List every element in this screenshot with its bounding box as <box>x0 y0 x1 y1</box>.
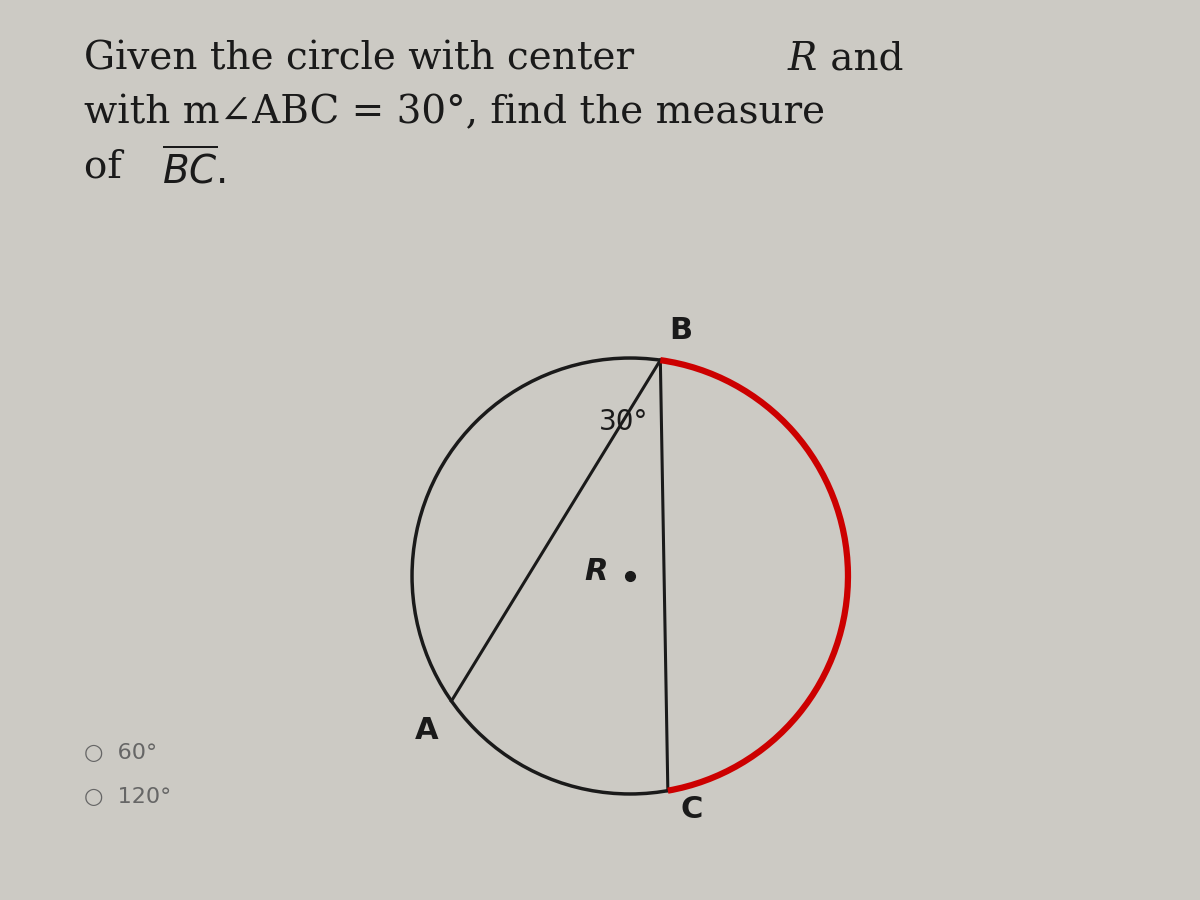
Text: Given the circle with center: Given the circle with center <box>84 40 647 77</box>
Text: C: C <box>680 795 703 824</box>
Text: ○  60°: ○ 60° <box>84 742 157 762</box>
Text: of: of <box>84 148 134 185</box>
Text: and: and <box>818 40 904 77</box>
Text: $\overline{\mathit{BC}}$.: $\overline{\mathit{BC}}$. <box>162 148 226 192</box>
Text: A: A <box>415 716 438 745</box>
Text: 30°: 30° <box>599 408 649 436</box>
Text: R: R <box>584 557 608 586</box>
Text: B: B <box>670 316 692 345</box>
Text: R: R <box>787 40 816 77</box>
Text: with m∠ABC = 30°, find the measure: with m∠ABC = 30°, find the measure <box>84 94 826 131</box>
Text: ○  120°: ○ 120° <box>84 788 172 807</box>
